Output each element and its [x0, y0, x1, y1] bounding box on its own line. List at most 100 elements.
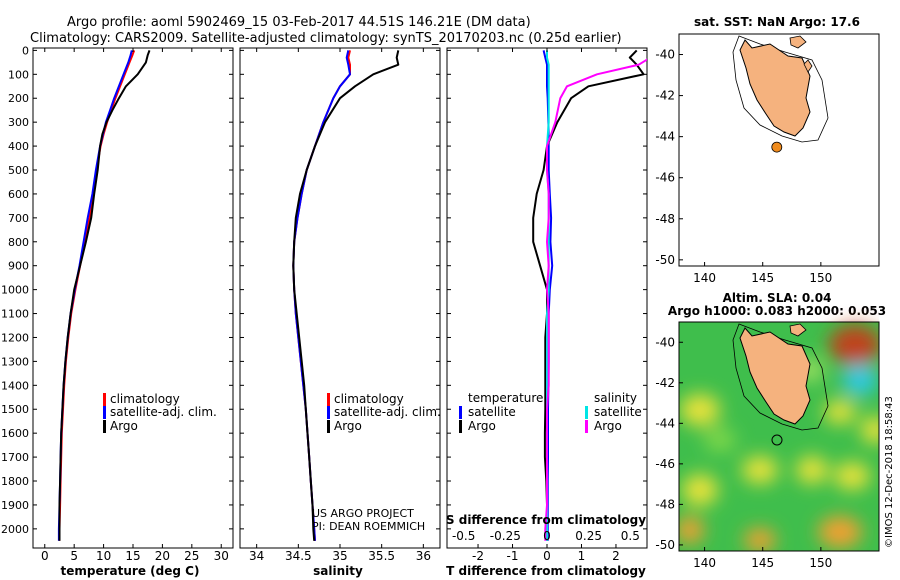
lat-tick-label: -44 [655, 416, 675, 430]
lat-tick-label: -50 [655, 538, 675, 552]
legend-satellite-label: satellite-adj. clim. [334, 405, 441, 419]
sla-blob [680, 394, 720, 426]
x-tick-label: -2 [472, 549, 484, 563]
legend-climatology-swatch [103, 393, 106, 406]
legend-satellite-swatch [103, 406, 106, 419]
legend-s-argo-swatch [585, 420, 588, 433]
salinity-panel-frame [239, 47, 441, 549]
sla-map-contour [732, 323, 829, 431]
sla-blob [682, 474, 718, 506]
depth-tick-label: 1900 [1, 499, 29, 512]
sla-map-title2: Argo h1000: 0.083 h2000: 0.053 [668, 304, 886, 318]
x-tick-label: 0 [41, 549, 49, 563]
sst-map-contour [732, 35, 829, 143]
s-difference-xlabel: S difference from climatology [446, 513, 646, 527]
series-line-satellite-adj-clim- [292, 50, 351, 541]
salinity-xlabel: salinity [313, 564, 363, 578]
legend-climatology-label: climatology [110, 392, 180, 406]
sla-map-frame [678, 321, 880, 552]
legend-s-satellite-swatch [585, 406, 588, 419]
s-tick-label: 0.25 [575, 529, 602, 543]
legend-temperature-heading: temperature [468, 391, 543, 405]
argo-float-marker-sla [771, 434, 783, 446]
x-tick-label: 10 [96, 549, 111, 563]
sst-map-axes: -40 -42 -44 -46 -48 -50 140 145 150 [655, 48, 832, 285]
depth-tick-label: 0 [22, 44, 29, 57]
x-tick-label: 0 [543, 549, 551, 563]
legend-t-argo-swatch [459, 420, 462, 433]
temperature-xlabel: temperature (deg C) [61, 564, 200, 578]
depth-tick-label: 1600 [1, 427, 29, 440]
lat-tick-label: -48 [655, 212, 675, 226]
x-tick-label: 30 [214, 549, 229, 563]
series-line-t-argo [532, 49, 645, 541]
x-tick-label: 34.5 [285, 549, 312, 563]
series-line-argo [292, 50, 400, 541]
x-tick-label: 36 [416, 549, 431, 563]
sla-blob [842, 364, 878, 396]
legend-t-argo-label: Argo [468, 419, 496, 433]
legend-climatology-swatch [327, 393, 330, 406]
small-island [803, 59, 813, 73]
depth-tick-label: 400 [8, 140, 29, 153]
lat-tick-label: -40 [655, 335, 675, 349]
tasmania-land-sla [739, 327, 811, 425]
sla-blob [861, 416, 879, 444]
depth-tick-label: 1400 [1, 379, 29, 392]
depth-tick-label: 100 [8, 68, 29, 81]
s-tick-label: 0.5 [621, 529, 640, 543]
sla-blob [742, 456, 778, 484]
legend-argo-swatch [327, 420, 330, 433]
x-tick-label: 20 [155, 549, 170, 563]
legend-argo-swatch [103, 420, 106, 433]
flinders-island-sla [789, 323, 807, 337]
legend-argo-label: Argo [334, 419, 362, 433]
lat-tick-label: -48 [655, 497, 675, 511]
lat-tick-label: -46 [655, 457, 675, 471]
legend-satellite-swatch [327, 406, 330, 419]
depth-tick-label: 1500 [1, 403, 29, 416]
depth-tick-label: 800 [8, 236, 29, 249]
sla-map [679, 322, 879, 551]
temperature-legend: climatology satellite-adj. clim. Argo [103, 392, 217, 433]
legend-t-satellite-label: satellite [468, 405, 516, 419]
sla-blob [744, 528, 776, 551]
lon-tick-label: 140 [693, 271, 716, 285]
legend-s-argo-label: Argo [594, 419, 622, 433]
depth-tick-label: 500 [8, 164, 29, 177]
depth-tick-label: 1000 [1, 284, 29, 297]
difference-plot [532, 49, 647, 541]
depth-tick-label: 900 [8, 260, 29, 273]
depth-tick-label: 1200 [1, 331, 29, 344]
x-tick-label: 25 [184, 549, 199, 563]
x-tick-label: 2 [612, 549, 620, 563]
difference-xlabel: T difference from climatology [446, 564, 646, 578]
salinity-plot [292, 50, 400, 541]
sst-map [678, 33, 880, 267]
s-tick-label: -0.5 [452, 529, 475, 543]
depth-tick-label: 300 [8, 116, 29, 129]
figure-title-line1: Argo profile: aoml 5902469_15 03-Feb-201… [67, 15, 531, 30]
depth-tick-label: 1100 [1, 308, 29, 321]
project-credit-line2: PI: DEAN ROEMMICH [312, 520, 425, 533]
depth-tick-label: 700 [8, 212, 29, 225]
lon-tick-label: 145 [751, 271, 774, 285]
sla-blob [679, 516, 704, 544]
series-line-climatology [58, 50, 136, 541]
depth-tick-label: 1700 [1, 451, 29, 464]
depth-tick-label: 1300 [1, 355, 29, 368]
lon-tick-label: 150 [809, 271, 832, 285]
x-tick-label: -1 [507, 549, 519, 563]
lat-tick-label: -42 [655, 376, 675, 390]
depth-tick-label: 200 [8, 92, 29, 105]
temperature-plot [57, 50, 151, 541]
depth-tick-label: 2000 [1, 523, 29, 536]
temperature-panel-frame [32, 47, 234, 549]
sla-blob [834, 462, 870, 490]
imos-credit: ©IMOS 12-Dec-2018 18:58:43 [884, 396, 895, 548]
sla-blob [704, 428, 736, 452]
x-tick-label: 35.5 [368, 549, 395, 563]
x-axes: 0 5 10 15 20 25 30 34 34.5 35 35.5 36 -2 -1 0 1 2 -0.5 -0.… [41, 48, 640, 563]
sla-map-axes: -40 -42 -44 -46 -48 -50 140 145 150 [655, 335, 832, 570]
sla-blob [824, 400, 856, 424]
